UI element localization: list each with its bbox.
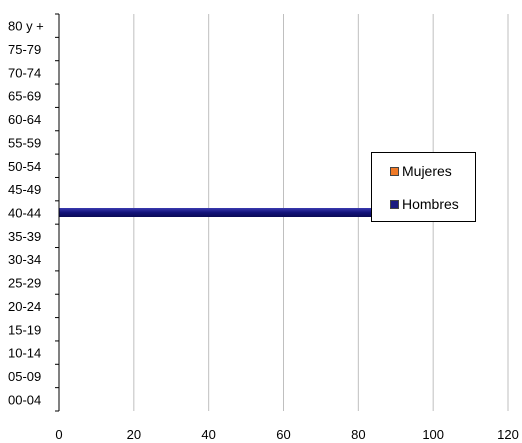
y-tick-labels: 00-04 05-09 10-14 15-19 20-24 25-29 30-34 35-39… xyxy=(8,19,44,408)
y-tick-label: 40-44 xyxy=(8,206,41,221)
x-tick-label: 40 xyxy=(201,427,215,442)
x-tick-label: 60 xyxy=(276,427,290,442)
y-tick-label: 05-09 xyxy=(8,369,41,384)
legend-item-mujeres: Mujeres xyxy=(390,163,452,179)
x-tick-label: 120 xyxy=(497,427,519,442)
y-tick-label: 45-49 xyxy=(8,182,41,197)
y-tick-label: 70-74 xyxy=(8,65,41,80)
y-tick-label: 25-29 xyxy=(8,276,41,291)
y-tick-label: 65-69 xyxy=(8,89,41,104)
y-tick-label: 75-79 xyxy=(8,42,41,57)
x-tick-label: 80 xyxy=(351,427,365,442)
legend-swatch-hombres xyxy=(390,199,399,209)
legend-item-hombres: Hombres xyxy=(390,196,459,212)
y-tick-label: 55-59 xyxy=(8,135,41,150)
x-tick-labels: 0 20 40 60 80 100 120 xyxy=(55,427,518,442)
y-tick-label: 10-14 xyxy=(8,346,41,361)
y-tick-label: 50-54 xyxy=(8,159,41,174)
legend: Mujeres Hombres xyxy=(371,152,476,222)
legend-label-hombres: Hombres xyxy=(402,196,459,212)
bars xyxy=(59,208,434,217)
bar-hombres-40-44 xyxy=(59,208,434,217)
y-tick-label: 30-34 xyxy=(8,252,41,267)
y-tick-label: 60-64 xyxy=(8,112,41,127)
x-tick-label: 0 xyxy=(55,427,62,442)
axes xyxy=(55,13,60,412)
y-tick-label: 35-39 xyxy=(8,229,41,244)
legend-label-mujeres: Mujeres xyxy=(402,163,452,179)
legend-swatch-mujeres xyxy=(390,166,399,176)
y-tick-label: 15-19 xyxy=(8,322,41,337)
y-tick-label: 00-04 xyxy=(8,392,41,407)
x-tick-label: 20 xyxy=(127,427,141,442)
y-tick-label: 20-24 xyxy=(8,299,41,314)
x-tick-label: 100 xyxy=(422,427,444,442)
y-tick-label: 80 y + xyxy=(8,19,44,34)
